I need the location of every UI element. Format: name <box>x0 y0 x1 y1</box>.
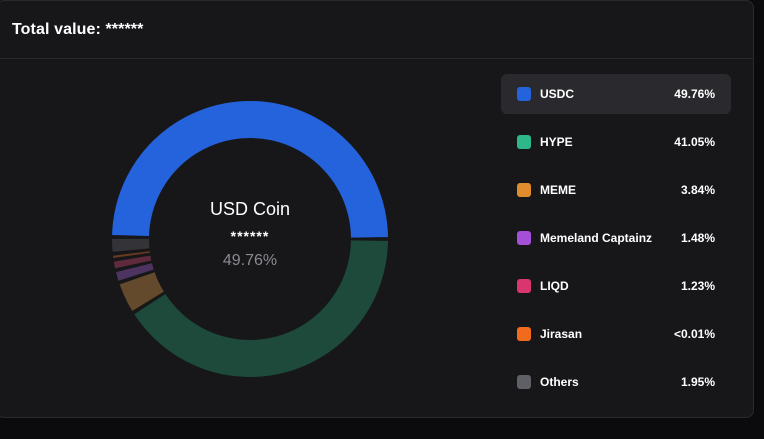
legend-item-usdc[interactable]: USDC 49.76% <box>501 74 731 114</box>
hype-color-swatch <box>517 135 531 149</box>
allocation-donut-chart: USD Coin ****** 49.76% <box>112 101 388 377</box>
donut-slice-liqd[interactable] <box>113 255 152 269</box>
legend-item-liqd[interactable]: LIQD 1.23% <box>501 266 731 306</box>
usdc-color-swatch <box>517 87 531 101</box>
donut-slice-usdc[interactable] <box>112 101 388 238</box>
legend-item-meme[interactable]: MEME 3.84% <box>501 170 731 210</box>
legend-item-percent: 3.84% <box>680 183 715 197</box>
allocation-legend: USDC 49.76% HYPE 41.05% MEME 3.84% Memel… <box>501 74 731 410</box>
donut-slice-hype[interactable] <box>134 240 388 377</box>
donut-slice-memeland-captainz[interactable] <box>116 263 154 281</box>
portfolio-card: Total value: ****** USD Coin ****** 49.7… <box>0 0 754 418</box>
donut-slice-meme[interactable] <box>119 272 164 311</box>
legend-item-percent: <0.01% <box>673 327 715 341</box>
legend-item-percent: 1.23% <box>680 279 715 293</box>
legend-item-memeland-captainz[interactable]: Memeland Captainz 1.48% <box>501 218 731 258</box>
legend-item-percent: 41.05% <box>674 135 715 149</box>
card-header: Total value: ****** <box>0 1 753 59</box>
legend-item-label: HYPE <box>540 135 573 149</box>
legend-item-label: MEME <box>540 183 576 197</box>
legend-item-label: USDC <box>540 87 575 101</box>
others-color-swatch <box>517 375 531 389</box>
legend-item-percent: 49.76% <box>674 87 715 101</box>
legend-item-label: Memeland Captainz <box>540 231 653 245</box>
legend-item-percent: 1.95% <box>680 375 715 389</box>
jirasan-color-swatch <box>517 327 531 341</box>
donut-slice-others[interactable] <box>112 238 150 252</box>
donut-svg <box>112 101 388 377</box>
legend-item-label: Others <box>540 375 579 389</box>
legend-item-label: LIQD <box>540 279 569 293</box>
legend-item-jirasan[interactable]: Jirasan <0.01% <box>501 314 731 354</box>
meme-color-swatch <box>517 183 531 197</box>
legend-item-label: Jirasan <box>540 327 583 341</box>
memeland-captainz-color-swatch <box>517 231 531 245</box>
legend-item-percent: 1.48% <box>680 231 715 245</box>
total-value-title: Total value: ****** <box>12 20 144 38</box>
donut-slice-jirasan[interactable] <box>113 251 150 258</box>
liqd-color-swatch <box>517 279 531 293</box>
legend-item-others[interactable]: Others 1.95% <box>501 362 731 402</box>
legend-item-hype[interactable]: HYPE 41.05% <box>501 122 731 162</box>
